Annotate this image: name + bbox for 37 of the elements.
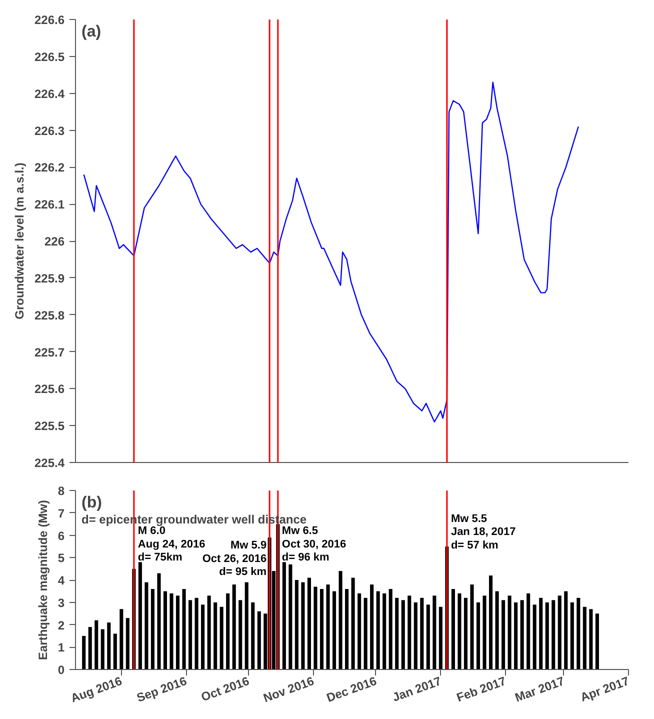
y-tick-label: 5: [58, 551, 65, 566]
y-tick-label: 225.5: [34, 419, 65, 434]
x-tick-label: Nov 2016: [261, 674, 316, 706]
y-tick-label: 225.7: [34, 345, 65, 360]
y-tick-label: 226.4: [34, 86, 65, 101]
annotation: Mw 5.5 Jan 18, 2017 d= 57 km: [450, 512, 516, 552]
y-tick-label: 226: [44, 234, 65, 248]
y-tick-label: 225.6: [34, 382, 65, 396]
y-tick-label: 8: [58, 484, 65, 498]
y-tick-label: 4: [58, 574, 65, 588]
y-tick-label: 1: [58, 640, 65, 655]
y-tick-label: 2: [58, 618, 65, 632]
x-tick-label: Mar 2017: [513, 674, 567, 705]
y-tick-label: 226.2: [34, 160, 65, 175]
y-tick-label: 225.4: [34, 456, 65, 470]
x-tick-label: Oct 2016: [199, 674, 252, 704]
annotation: (b): [82, 494, 102, 512]
y-tick-label: 0: [58, 663, 65, 677]
y-tick-label: 225.9: [34, 271, 65, 286]
y-tick-label: 7: [58, 506, 65, 520]
y-tick-label: 226.6: [34, 13, 65, 27]
y-axis-title: Groundwater level (m a.s.l.): [12, 162, 26, 320]
y-tick-label: 225.8: [34, 308, 65, 322]
annotation: (a): [82, 24, 102, 40]
x-tick-label: Feb 2017: [454, 674, 508, 705]
x-tick-label: Sep 2016: [134, 674, 189, 705]
y-tick-label: 226.3: [34, 124, 65, 138]
annotation: Mw 6.5 Oct 30, 2016 d= 96 km: [282, 525, 346, 564]
x-tick-label: Jan 2017: [390, 674, 444, 704]
y-tick-label: 226.1: [34, 198, 65, 212]
x-tick-label: Apr 2017: [578, 674, 632, 704]
x-tick-label: Aug 2016: [68, 674, 124, 706]
y-tick-label: 226.5: [34, 50, 65, 64]
y-tick-label: 6: [58, 528, 65, 543]
x-tick-label: Dec 2016: [324, 674, 379, 705]
y-tick-label: 3: [58, 596, 65, 610]
y-axis-title: Earthquake magnitude (Mw): [36, 500, 50, 660]
